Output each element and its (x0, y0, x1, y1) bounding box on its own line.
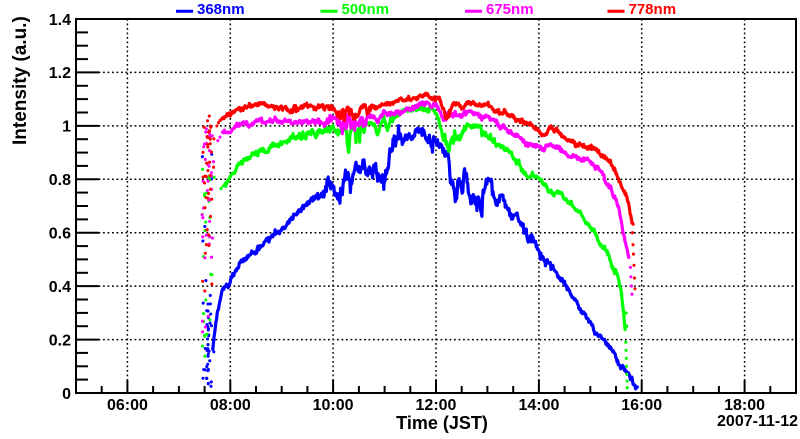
svg-text:0.4: 0.4 (49, 279, 71, 296)
svg-text:12:00: 12:00 (416, 397, 457, 414)
svg-text:10:00: 10:00 (313, 397, 354, 414)
svg-text:1.2: 1.2 (49, 65, 71, 82)
svg-text:0: 0 (62, 386, 71, 403)
svg-text:778nm: 778nm (629, 1, 677, 18)
svg-text:0.2: 0.2 (49, 332, 71, 349)
svg-text:06:00: 06:00 (107, 397, 148, 414)
svg-text:368nm: 368nm (197, 1, 245, 18)
svg-text:0.6: 0.6 (49, 226, 71, 243)
svg-text:675nm: 675nm (486, 1, 534, 18)
svg-text:1: 1 (62, 119, 71, 136)
svg-text:16:00: 16:00 (621, 397, 662, 414)
svg-text:2007-11-12: 2007-11-12 (717, 413, 798, 430)
svg-text:08:00: 08:00 (210, 397, 251, 414)
svg-text:0.8: 0.8 (49, 172, 71, 189)
svg-text:18:00: 18:00 (724, 397, 765, 414)
svg-text:500nm: 500nm (342, 1, 390, 18)
svg-text:1.4: 1.4 (49, 12, 71, 29)
svg-text:14:00: 14:00 (518, 397, 559, 414)
svg-text:Intensity (a.u.): Intensity (a.u.) (10, 16, 31, 145)
svg-text:Time (JST): Time (JST) (396, 413, 488, 433)
